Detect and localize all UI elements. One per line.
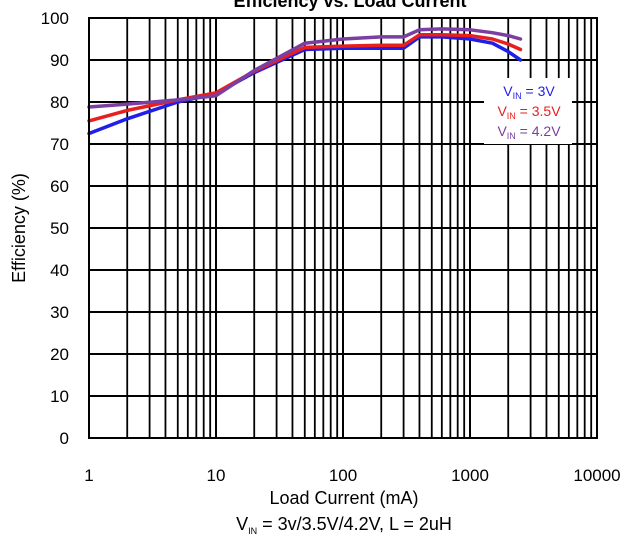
y-tick-label: 60 <box>50 177 69 196</box>
x-tick-label: 100 <box>329 466 357 485</box>
x-tick-label: 10 <box>207 466 226 485</box>
y-tick-label: 30 <box>50 303 69 322</box>
legend-sub: IN <box>513 91 522 101</box>
chart-title: Efficiency vs. Load Current <box>233 0 466 11</box>
y-tick-label: 50 <box>50 219 69 238</box>
legend-prefix: V <box>503 83 513 99</box>
legend-suffix: = 4.2V <box>516 123 561 139</box>
y-tick-label: 10 <box>50 387 69 406</box>
plot-frame <box>88 17 598 439</box>
conditions-label: VIN = 3v/3.5V/4.2V, L = 2uH <box>236 514 452 536</box>
conditions-suffix: = 3v/3.5V/4.2V, L = 2uH <box>257 514 452 534</box>
y-tick-label: 100 <box>41 9 69 28</box>
y-tick-label: 40 <box>50 261 69 280</box>
legend-prefix: V <box>497 103 507 119</box>
legend-prefix: V <box>497 123 507 139</box>
conditions-prefix: V <box>236 514 248 534</box>
series-line-3 <box>87 27 523 109</box>
y-tick-label: 70 <box>50 135 69 154</box>
y-tick-label: 20 <box>50 345 69 364</box>
x-tick-label: 10000 <box>573 466 620 485</box>
legend-entry-2: VIN = 3.5V <box>497 103 561 121</box>
plot-grid <box>89 17 597 439</box>
x-tick-label: 1 <box>84 466 93 485</box>
legend-box <box>484 78 572 144</box>
y-axis-title: Efficiency (%) <box>9 173 29 283</box>
legend-suffix: = 3.5V <box>516 103 561 119</box>
y-tick-labels: 0 10 20 30 40 50 60 70 80 90 100 <box>41 9 69 448</box>
x-tick-labels: 1 10 100 1000 10000 <box>84 466 620 485</box>
y-tick-label: 80 <box>50 93 69 112</box>
legend-sub: IN <box>507 131 516 141</box>
x-tick-label: 1000 <box>451 466 489 485</box>
y-tick-label: 90 <box>50 51 69 70</box>
legend-entry-1: VIN = 3V <box>503 83 555 101</box>
legend-suffix: = 3V <box>522 83 556 99</box>
conditions-sub: IN <box>248 526 257 536</box>
y-tick-label: 0 <box>60 429 69 448</box>
x-axis-title: Load Current (mA) <box>269 488 418 508</box>
legend-entry-3: VIN = 4.2V <box>497 123 561 141</box>
legend-sub: IN <box>507 111 516 121</box>
series-layer <box>87 27 523 136</box>
